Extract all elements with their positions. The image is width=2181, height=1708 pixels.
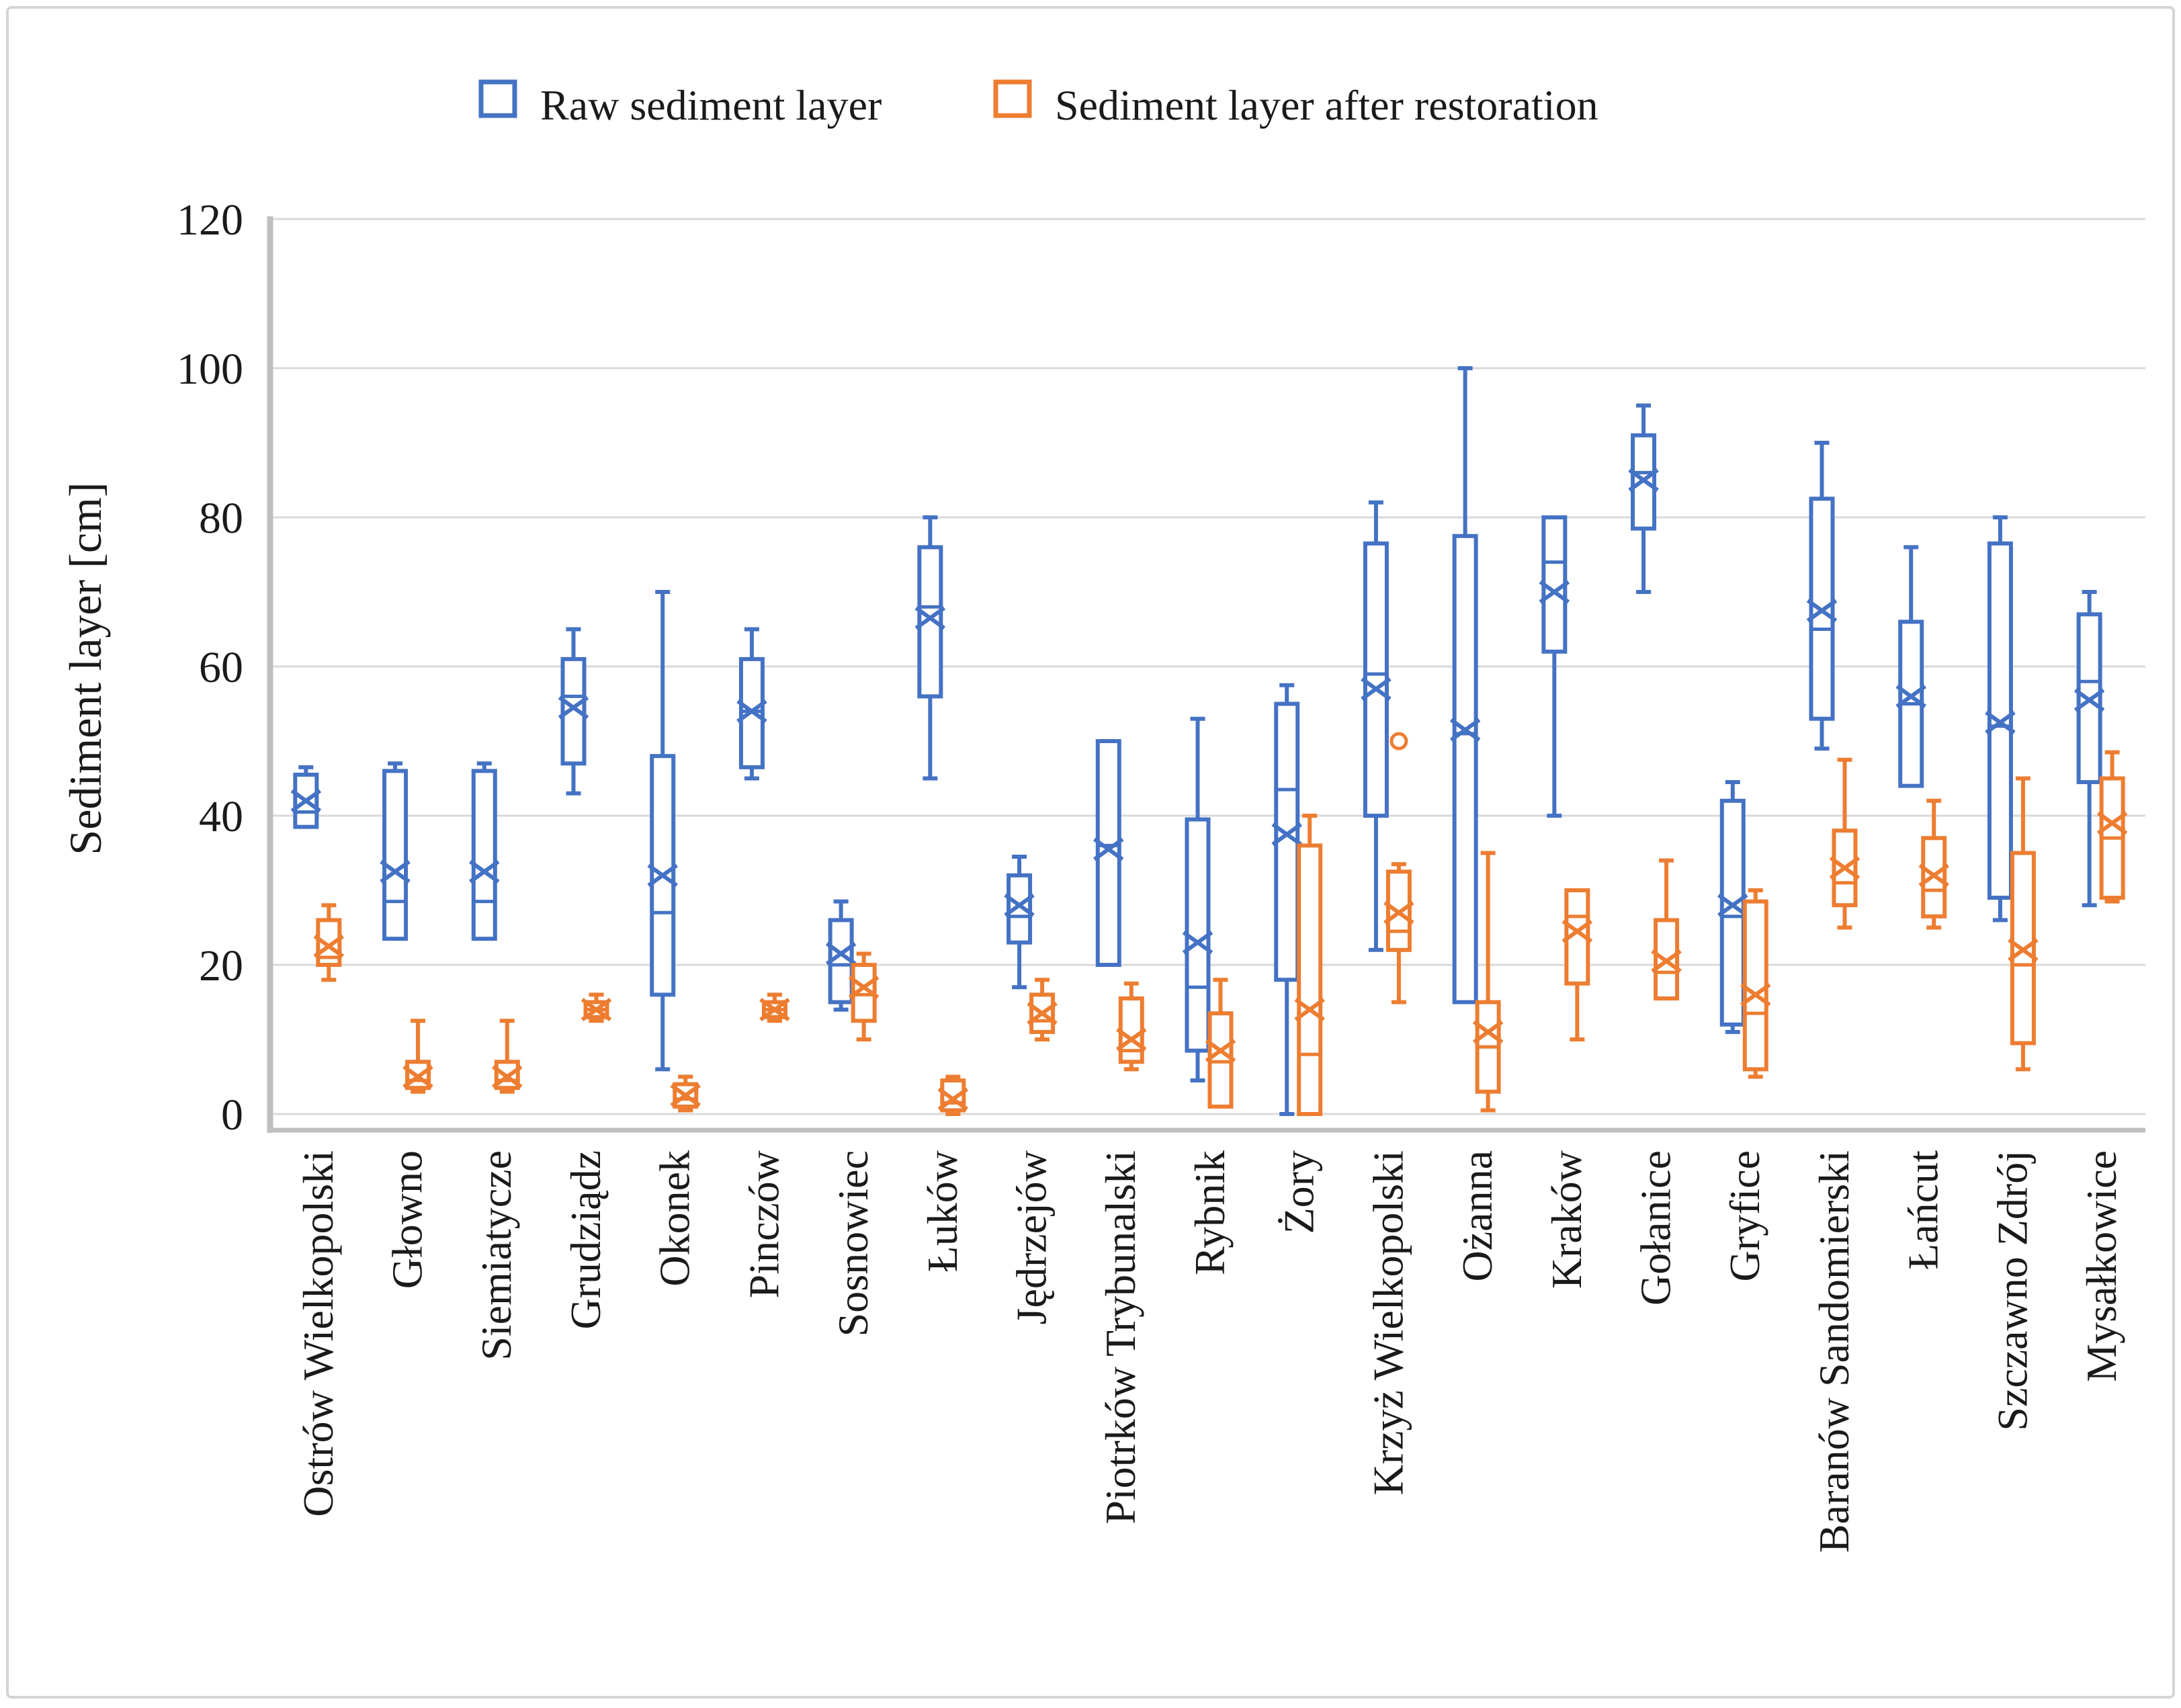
box-raw-17	[1717, 780, 1748, 1034]
box-raw-16	[1628, 403, 1659, 594]
legend-label-raw: Raw sediment layer	[540, 81, 882, 129]
y-tick-label-0: 0	[221, 1091, 243, 1140]
box-restored-8	[937, 1074, 969, 1116]
box-raw-18	[1806, 441, 1838, 751]
figure-border	[6, 6, 2175, 1699]
y-tick-label-40: 40	[199, 792, 243, 841]
box-raw-3	[469, 761, 500, 941]
box-restored-5	[670, 1074, 701, 1113]
box-raw-9	[1004, 855, 1035, 990]
y-tick-label-120: 120	[177, 196, 243, 245]
x-label-21: Mysałkowice	[2078, 1150, 2125, 1382]
box-restored-20	[2008, 776, 2039, 1072]
y-tick-label-80: 80	[199, 494, 243, 543]
box-raw-4	[558, 627, 589, 796]
x-label-17: Gryfice	[1721, 1150, 1768, 1281]
box-restored-14	[1472, 851, 1504, 1113]
x-label-13: Krzyż Wielkopolski	[1364, 1150, 1412, 1495]
plot-area: 0 20 40 60 80 100 120 Ostrów Wielkopolski Głowno…	[177, 196, 2145, 1553]
x-label-12: Żory	[1275, 1150, 1323, 1234]
box-raw-2	[380, 761, 411, 941]
box-restored-3	[492, 1019, 523, 1094]
y-tick-label-60: 60	[199, 643, 243, 692]
box-restored-9	[1027, 978, 1058, 1041]
x-label-15: Kraków	[1543, 1150, 1590, 1289]
x-label-8: Łuków	[918, 1150, 966, 1272]
box-raw-11	[1182, 716, 1213, 1083]
legend-swatch-raw-icon	[478, 79, 517, 118]
box-raw-12	[1271, 683, 1302, 1116]
box-raw-8	[914, 515, 946, 781]
x-label-2: Głowno	[383, 1150, 431, 1289]
box-restored-21	[2096, 750, 2128, 904]
box-raw-15	[1539, 515, 1570, 818]
x-label-4: Grudziądz	[562, 1150, 609, 1330]
box-raw-5	[647, 590, 678, 1072]
box-restored-2	[402, 1019, 433, 1094]
x-label-3: Siemiatycze	[472, 1150, 520, 1361]
box-raw-14	[1449, 366, 1481, 1005]
x-label-1: Ostrów Wielkopolski	[294, 1150, 342, 1517]
box-raw-19	[1895, 545, 1926, 788]
box-restored-6	[759, 992, 790, 1023]
x-label-18: Baranów Sandomierski	[1810, 1150, 1858, 1553]
x-label-9: Jędrzejów	[1007, 1150, 1055, 1324]
box-restored-13	[1383, 732, 1414, 1005]
box-raw-1	[290, 765, 322, 829]
x-label-20: Szczawno Zdrój	[1988, 1150, 2036, 1431]
x-label-19: Łańcut	[1899, 1150, 1947, 1270]
box-restored-18	[1829, 757, 1861, 930]
legend-swatch-restored-icon	[993, 79, 1032, 118]
box-raw-6	[736, 627, 767, 781]
y-tick-label-20: 20	[199, 941, 243, 990]
box-raw-21	[2073, 590, 2105, 908]
box-raw-10	[1093, 739, 1124, 967]
box-restored-12	[1294, 814, 1325, 1117]
box-restored-16	[1651, 858, 1682, 1000]
x-label-6: Pinczów	[740, 1150, 787, 1298]
box-restored-17	[1740, 888, 1771, 1079]
box-restored-1	[313, 903, 345, 982]
legend-label-restored: Sediment layer after restoration	[1055, 81, 1598, 129]
y-tick-label-100: 100	[177, 345, 243, 394]
box-raw-20	[1985, 515, 2016, 923]
box-restored-7	[848, 951, 880, 1041]
legend: Raw sediment layer Sediment layer after …	[478, 79, 1598, 129]
box-restored-10	[1116, 981, 1147, 1072]
x-label-16: Gołanice	[1631, 1150, 1679, 1306]
y-axis-title: Sediment layer [cm]	[60, 482, 111, 855]
x-label-14: Ożanna	[1453, 1150, 1501, 1281]
box-restored-19	[1918, 798, 1949, 930]
x-label-11: Rybnik	[1186, 1150, 1234, 1275]
box-restored-11	[1205, 978, 1236, 1109]
x-label-7: Sosnowiec	[829, 1150, 877, 1336]
box-raw-7	[825, 899, 857, 1012]
x-label-10: Piotrków Trybunalski	[1097, 1150, 1144, 1525]
box-restored-15	[1562, 888, 1593, 1041]
x-label-5: Okonek	[651, 1150, 699, 1287]
box-restored-4	[581, 992, 612, 1023]
box-raw-13	[1361, 500, 1392, 952]
outlier-point	[1389, 732, 1408, 751]
